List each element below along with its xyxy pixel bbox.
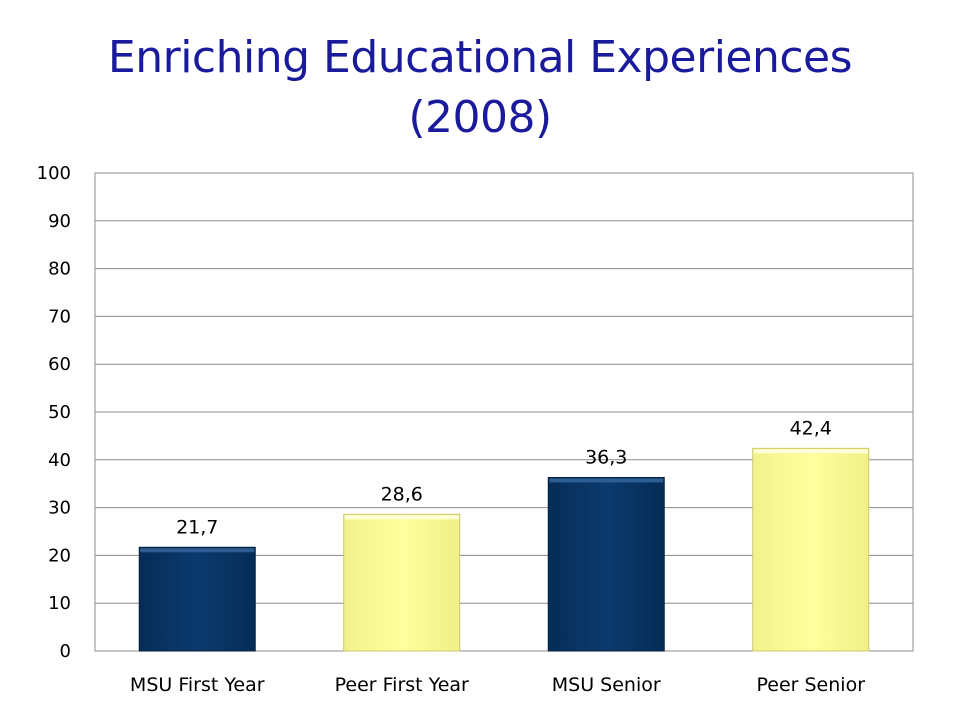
y-tick-label: 90 <box>48 211 71 232</box>
data-label: 42,4 <box>790 417 832 439</box>
bar <box>343 513 461 652</box>
plot-border <box>94 172 914 652</box>
bar <box>752 447 870 652</box>
data-label: 21,7 <box>176 516 218 538</box>
y-tick-label: 70 <box>48 306 71 327</box>
chart-title: Enriching Educational Experiences (2008) <box>0 28 960 148</box>
y-tick-label: 0 <box>60 641 71 662</box>
bar-highlight <box>140 548 255 553</box>
y-tick-label: 20 <box>48 545 71 566</box>
data-label: 36,3 <box>585 446 627 468</box>
bar <box>138 546 256 652</box>
bar-highlight <box>753 449 868 454</box>
y-tick-label: 10 <box>48 593 71 614</box>
chart-title-line-2: (2008) <box>408 92 552 143</box>
y-tick-label: 50 <box>48 402 71 423</box>
y-tick-label: 100 <box>37 163 71 184</box>
x-category-label: Peer Senior <box>756 674 865 696</box>
plot-area: 0 10 20 30 40 50 60 70 80 90 100 21,7 MSU First Year… <box>37 163 914 696</box>
y-tick-label: 80 <box>48 259 71 280</box>
y-tick-label: 60 <box>48 354 71 375</box>
x-category-label: Peer First Year <box>335 674 469 696</box>
x-category-label: MSU Senior <box>552 674 661 696</box>
x-category-label: MSU First Year <box>130 674 265 696</box>
data-label: 28,6 <box>381 483 423 505</box>
bar <box>547 476 665 652</box>
y-tick-label: 30 <box>48 498 71 519</box>
chart-title-line-1: Enriching Educational Experiences <box>107 32 853 83</box>
bar-highlight <box>344 515 459 520</box>
y-tick-label: 40 <box>48 450 71 471</box>
bar-highlight <box>549 478 664 483</box>
